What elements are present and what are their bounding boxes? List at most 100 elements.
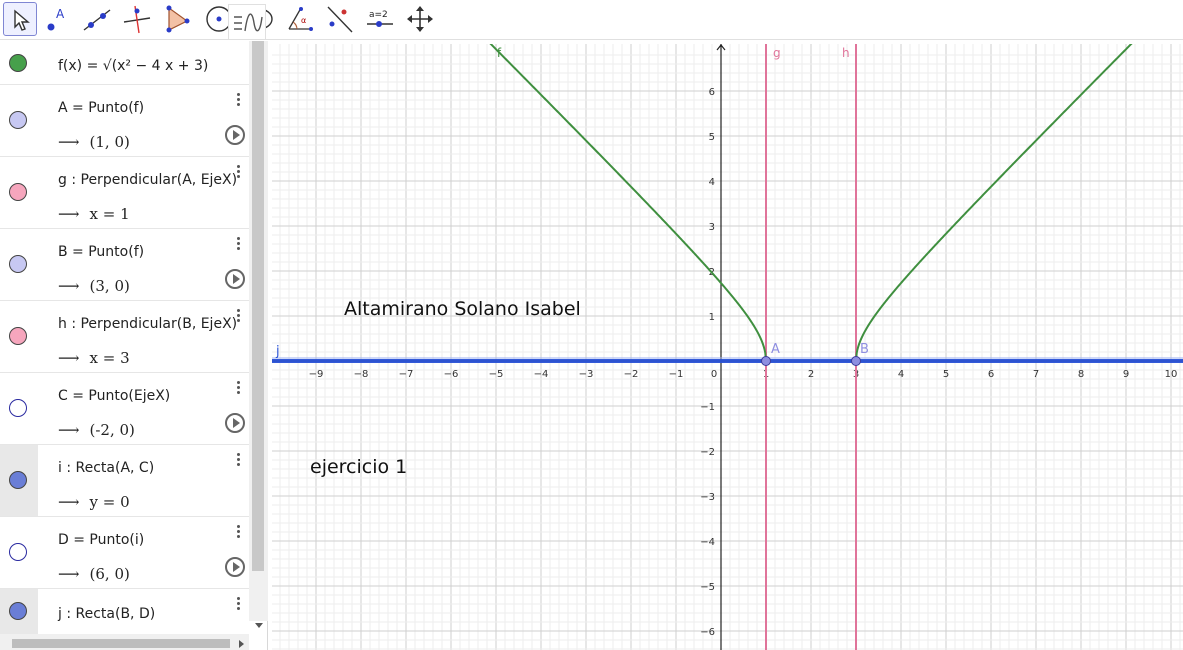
graphics-view[interactable]: −9−8−7−6−5−4−3−2−1012345678910654321−1−2… bbox=[272, 44, 1183, 650]
algebra-definition[interactable]: A = Punto(f) bbox=[58, 100, 145, 116]
visibility-toggle-A[interactable] bbox=[0, 85, 38, 156]
x-tick-label: 10 bbox=[1165, 369, 1178, 380]
x-tick-label: −4 bbox=[534, 369, 549, 380]
algebra-row-j[interactable]: j : Recta(B, D) bbox=[0, 589, 249, 639]
algebra-definition[interactable]: i : Recta(A, C) bbox=[58, 460, 155, 476]
label-A: A bbox=[771, 342, 780, 357]
x-tick-label: −7 bbox=[399, 369, 414, 380]
svg-text:α: α bbox=[301, 16, 306, 25]
x-tick-label: −6 bbox=[444, 369, 459, 380]
algebra-definition[interactable]: B = Punto(f) bbox=[58, 244, 145, 260]
x-tick-label: 5 bbox=[943, 369, 949, 380]
algebra-definition[interactable]: g : Perpendicular(A, EjeX) bbox=[58, 172, 238, 188]
visibility-toggle-g[interactable] bbox=[0, 157, 38, 228]
move-graphics-view-tool-icon bbox=[407, 6, 433, 32]
more-options-icon[interactable] bbox=[235, 379, 241, 397]
algebra-row-f[interactable]: f(x) = √(x² − 4 x + 3) bbox=[0, 41, 249, 85]
function-f-left-branch[interactable] bbox=[474, 44, 767, 362]
algebra-row-h[interactable]: h : Perpendicular(B, EjeX) ⟶ x = 3 bbox=[0, 301, 249, 373]
more-options-icon[interactable] bbox=[235, 523, 241, 541]
reflect-tool[interactable] bbox=[323, 2, 357, 36]
label-B: B bbox=[860, 342, 869, 357]
algebra-definition[interactable]: j : Recta(B, D) bbox=[58, 606, 156, 622]
algebra-row-C[interactable]: C = Punto(EjeX) ⟶ (-2, 0) bbox=[0, 373, 249, 445]
play-animation-icon[interactable] bbox=[225, 269, 245, 289]
point-B[interactable] bbox=[851, 356, 861, 366]
algebra-row-i[interactable]: i : Recta(A, C) ⟶ y = 0 bbox=[0, 445, 249, 517]
scroll-down-arrow-icon[interactable] bbox=[252, 620, 266, 630]
point-tool[interactable]: A bbox=[41, 2, 75, 36]
text-name: Altamirano Solano Isabel bbox=[344, 298, 581, 320]
algebra-scroll-thumb[interactable] bbox=[252, 41, 264, 571]
more-options-icon[interactable] bbox=[235, 451, 241, 469]
play-animation-icon[interactable] bbox=[225, 557, 245, 577]
point-A[interactable] bbox=[761, 356, 771, 366]
scroll-right-arrow-icon[interactable] bbox=[236, 638, 246, 650]
y-tick-label: −6 bbox=[700, 627, 715, 638]
algebra-value: ⟶ (6, 0) bbox=[58, 565, 130, 583]
more-options-icon[interactable] bbox=[235, 91, 241, 109]
more-options-icon[interactable] bbox=[235, 235, 241, 253]
move-tool[interactable] bbox=[3, 2, 37, 36]
text-exercise: ejercicio 1 bbox=[310, 456, 407, 478]
result-arrow-icon: ⟶ bbox=[58, 493, 80, 511]
more-options-icon[interactable] bbox=[235, 307, 241, 325]
x-tick-label: −2 bbox=[624, 369, 639, 380]
marble-icon bbox=[9, 327, 27, 345]
x-tick-label: 9 bbox=[1123, 369, 1129, 380]
y-tick-label: 4 bbox=[709, 177, 715, 188]
polygon-tool-icon bbox=[166, 5, 190, 33]
x-tick-label: 4 bbox=[898, 369, 904, 380]
algebra-row-A[interactable]: A = Punto(f) ⟶ (1, 0) bbox=[0, 85, 249, 157]
graphics-canvas[interactable]: −9−8−7−6−5−4−3−2−1012345678910654321−1−2… bbox=[272, 44, 1183, 650]
algebra-sort-button[interactable] bbox=[228, 4, 266, 40]
algebra-value-text: x = 1 bbox=[89, 205, 130, 223]
visibility-toggle-i[interactable] bbox=[0, 445, 38, 516]
algebra-value: ⟶ x = 1 bbox=[58, 205, 130, 223]
slider-tool[interactable]: a=2 bbox=[363, 2, 397, 36]
angle-tool[interactable]: α bbox=[283, 2, 317, 36]
visibility-toggle-B[interactable] bbox=[0, 229, 38, 300]
algebra-row-g[interactable]: g : Perpendicular(A, EjeX) ⟶ x = 1 bbox=[0, 157, 249, 229]
visibility-toggle-C[interactable] bbox=[0, 373, 38, 444]
polygon-tool[interactable] bbox=[160, 2, 194, 36]
x-tick-label: −9 bbox=[309, 369, 324, 380]
more-options-icon[interactable] bbox=[235, 595, 241, 613]
move-graphics-view-tool[interactable] bbox=[403, 2, 437, 36]
x-tick-label: −5 bbox=[489, 369, 504, 380]
algebra-row-D[interactable]: D = Punto(i) ⟶ (6, 0) bbox=[0, 517, 249, 589]
result-arrow-icon: ⟶ bbox=[58, 565, 80, 583]
marble-icon bbox=[9, 399, 27, 417]
line-tool-icon bbox=[83, 9, 111, 31]
algebra-definition[interactable]: D = Punto(i) bbox=[58, 532, 145, 548]
point-tool-label: A bbox=[56, 7, 65, 21]
algebra-definition[interactable]: f(x) = √(x² − 4 x + 3) bbox=[58, 58, 209, 74]
visibility-toggle-D[interactable] bbox=[0, 517, 38, 588]
play-animation-icon[interactable] bbox=[225, 413, 245, 433]
play-animation-icon[interactable] bbox=[225, 125, 245, 145]
result-arrow-icon: ⟶ bbox=[58, 349, 80, 367]
visibility-toggle-h[interactable] bbox=[0, 301, 38, 372]
algebra-row-B[interactable]: B = Punto(f) ⟶ (3, 0) bbox=[0, 229, 249, 301]
algebra-value: ⟶ y = 0 bbox=[58, 493, 130, 511]
x-tick-label: 7 bbox=[1033, 369, 1039, 380]
visibility-toggle-j[interactable] bbox=[0, 589, 38, 638]
algebra-horizontal-scroll-thumb[interactable] bbox=[12, 639, 230, 648]
slider-tool-icon: a=2 bbox=[367, 10, 393, 27]
y-tick-label: −3 bbox=[700, 492, 715, 503]
slider-tool-label: a=2 bbox=[369, 10, 388, 20]
label-h: h bbox=[842, 46, 850, 60]
algebra-definition[interactable]: C = Punto(EjeX) bbox=[58, 388, 171, 404]
visibility-toggle-f[interactable] bbox=[0, 41, 38, 84]
function-f-right-branch[interactable] bbox=[855, 44, 1149, 362]
line-tool[interactable] bbox=[80, 2, 114, 36]
perpendicular-line-tool[interactable] bbox=[120, 2, 154, 36]
algebra-value-text: (-2, 0) bbox=[89, 421, 135, 439]
y-tick-label: 6 bbox=[709, 87, 715, 98]
y-tick-label: 5 bbox=[709, 132, 715, 143]
result-arrow-icon: ⟶ bbox=[58, 133, 80, 151]
algebra-definition[interactable]: h : Perpendicular(B, EjeX) bbox=[58, 316, 238, 332]
label-f: f bbox=[497, 46, 502, 60]
more-options-icon[interactable] bbox=[235, 163, 241, 181]
